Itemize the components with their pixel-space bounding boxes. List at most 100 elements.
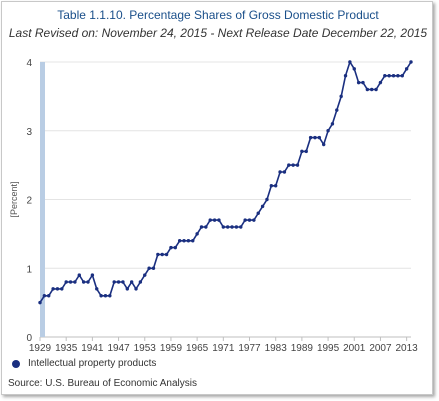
chart-frame: Table 1.1.10. Percentage Shares of Gross… [1, 1, 433, 395]
data-point [225, 225, 230, 229]
y-axis-title: [Percent] [9, 181, 19, 217]
data-point [291, 163, 295, 167]
data-point [173, 245, 178, 250]
legend[interactable]: Intellectual property products [12, 358, 156, 369]
data-point [42, 294, 47, 298]
data-point [68, 280, 73, 284]
data-point [256, 211, 260, 215]
data-point [282, 170, 287, 174]
data-point [304, 149, 308, 154]
data-point [370, 87, 374, 92]
data-point [138, 280, 143, 284]
data-point [151, 266, 156, 270]
data-point [86, 280, 90, 284]
data-point [51, 287, 55, 291]
data-point [352, 67, 356, 71]
data-point [177, 239, 182, 243]
data-point [234, 225, 239, 229]
x-tick-label: 1941 [81, 343, 104, 354]
data-point [322, 142, 326, 147]
data-point [121, 280, 125, 284]
x-tick-label: 2007 [369, 343, 392, 354]
data-point [125, 287, 129, 291]
data-point [278, 170, 282, 174]
data-point [356, 80, 361, 85]
data-point [247, 218, 252, 222]
data-point [77, 273, 81, 277]
chart-subtitle: Last Revised on: November 24, 2015 - Nex… [8, 26, 428, 40]
data-point [73, 280, 77, 284]
data-point [400, 74, 404, 78]
x-tick-label: 1971 [212, 343, 235, 354]
data-point [404, 67, 409, 71]
data-point [365, 87, 370, 92]
data-point [409, 60, 413, 64]
data-point [212, 218, 217, 222]
data-point [160, 252, 164, 257]
data-point [204, 225, 208, 229]
data-point [112, 280, 116, 284]
x-tick-label: 1995 [317, 343, 340, 354]
source-note: Source: U.S. Bureau of Economic Analysis [8, 378, 197, 389]
legend-label: Intellectual property products [28, 358, 157, 369]
data-point [265, 197, 269, 202]
legend-marker [12, 359, 20, 368]
data-point [252, 218, 256, 222]
data-point [90, 273, 95, 277]
data-point [55, 287, 60, 291]
data-point [339, 94, 343, 99]
data-point [313, 135, 317, 140]
data-point [217, 218, 221, 222]
data-point [374, 87, 378, 92]
data-point [38, 300, 42, 305]
data-point [186, 239, 191, 243]
x-tick-label: 1977 [238, 343, 261, 354]
data-point [378, 80, 383, 85]
data-point [308, 135, 313, 140]
data-point [221, 225, 226, 229]
data-point [348, 60, 352, 64]
data-point [103, 294, 108, 298]
data-point [199, 225, 204, 229]
x-tick-label: 1929 [29, 343, 52, 354]
data-point [243, 218, 247, 222]
series-line [39, 60, 412, 304]
data-point [317, 135, 322, 140]
data-point [99, 294, 103, 298]
x-tick-label: 1989 [291, 343, 314, 354]
x-tick-label: 1947 [107, 343, 130, 354]
data-point [164, 252, 169, 257]
x-tick-label: 2001 [343, 343, 366, 354]
data-point [287, 163, 291, 167]
data-point [156, 252, 160, 257]
data-point [295, 163, 300, 167]
data-point [147, 266, 151, 270]
data-point [361, 80, 365, 85]
data-point [391, 74, 396, 78]
data-point [208, 218, 212, 222]
data-point [383, 74, 387, 78]
data-point [273, 184, 278, 188]
y-tick-label: 3 [26, 127, 32, 138]
data-point [335, 108, 339, 112]
data-point [326, 129, 330, 133]
data-point [387, 74, 391, 78]
data-point [195, 232, 199, 236]
data-point [330, 122, 335, 126]
data-point [269, 184, 274, 188]
data-point [134, 287, 138, 291]
y-tick-label: 0 [26, 333, 32, 344]
x-tick-label: 2013 [396, 343, 419, 354]
y-tick-label: 2 [26, 196, 32, 207]
data-point [47, 294, 51, 298]
x-tick-label: 1965 [186, 343, 209, 354]
x-tick-label: 1959 [160, 343, 183, 354]
y-axis-band [40, 62, 45, 337]
data-point [169, 245, 173, 250]
data-point [191, 239, 195, 243]
y-tick-label: 1 [26, 264, 32, 275]
data-point [95, 287, 99, 291]
data-point [182, 239, 186, 243]
data-point [129, 280, 134, 284]
